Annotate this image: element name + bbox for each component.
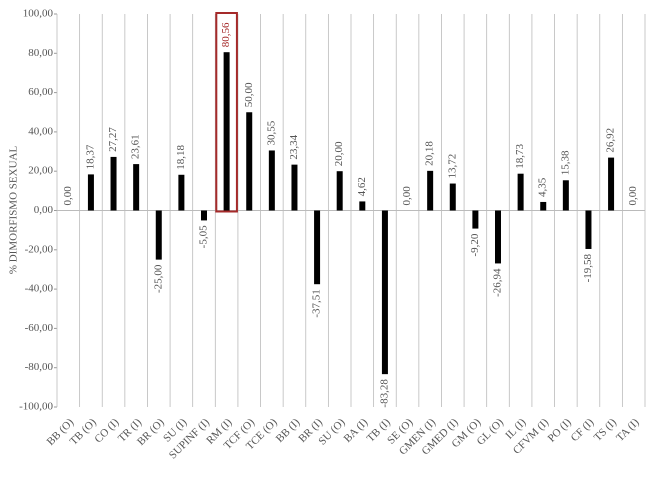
bar bbox=[562, 180, 569, 211]
value-label: -19,58 bbox=[582, 253, 594, 282]
y-tick-label: 80,00 bbox=[28, 47, 53, 59]
value-label: 80,56 bbox=[220, 22, 232, 47]
y-tick-label: -100,00 bbox=[19, 401, 53, 413]
value-label: 30,55 bbox=[265, 120, 277, 145]
value-label: 50,00 bbox=[243, 82, 255, 107]
y-tick-label: 100,00 bbox=[23, 8, 54, 20]
y-tick-label: -60,00 bbox=[25, 322, 54, 334]
bar bbox=[246, 112, 253, 211]
x-tick-label: CO (I) bbox=[92, 416, 121, 445]
bar bbox=[87, 174, 94, 211]
y-axis-label: % DIMORFISMO SEXUAL bbox=[8, 146, 20, 275]
bar bbox=[314, 210, 321, 285]
bar bbox=[110, 156, 117, 211]
x-tick-label: TB (O) bbox=[68, 416, 99, 447]
value-label: 4,62 bbox=[356, 177, 368, 196]
y-tick-label: 40,00 bbox=[28, 125, 53, 137]
bar bbox=[178, 174, 185, 211]
bar bbox=[608, 157, 615, 211]
value-label: 4,35 bbox=[537, 177, 549, 197]
x-tick-label: CF (I) bbox=[569, 416, 597, 444]
bar bbox=[223, 52, 230, 211]
value-label: -83,28 bbox=[378, 379, 390, 408]
bar bbox=[495, 210, 501, 264]
x-tick-label: BB (I) bbox=[274, 416, 303, 445]
y-tick-label: -80,00 bbox=[25, 361, 54, 373]
y-tick-label: -40,00 bbox=[25, 283, 54, 295]
value-label: 13,72 bbox=[446, 154, 458, 179]
x-tick-label: BA (I) bbox=[342, 416, 371, 445]
value-label: 18,73 bbox=[514, 143, 526, 168]
bar bbox=[381, 210, 388, 375]
bar bbox=[155, 210, 162, 260]
bar bbox=[472, 210, 479, 229]
value-label: 20,00 bbox=[333, 141, 345, 166]
value-label: 0,00 bbox=[627, 186, 639, 206]
bar bbox=[336, 171, 343, 211]
value-label: 23,61 bbox=[130, 134, 142, 159]
x-tick-label: TA (I) bbox=[614, 416, 642, 444]
value-label: 0,00 bbox=[401, 186, 413, 206]
bar bbox=[291, 164, 298, 211]
y-tick-label: 20,00 bbox=[28, 165, 53, 177]
value-label: -25,00 bbox=[152, 264, 164, 293]
y-tick-label: 0,00 bbox=[34, 204, 54, 216]
x-tick-label: TS (I) bbox=[592, 416, 620, 444]
bar bbox=[359, 201, 366, 211]
bar bbox=[427, 170, 434, 211]
bar bbox=[540, 201, 547, 211]
value-label: -9,20 bbox=[469, 233, 481, 256]
y-tick-label: -20,00 bbox=[25, 243, 54, 255]
bar bbox=[517, 173, 524, 211]
value-label: 15,38 bbox=[559, 150, 571, 175]
highlight-box bbox=[215, 12, 238, 213]
value-label: 27,27 bbox=[107, 127, 119, 152]
value-label: 20,18 bbox=[424, 141, 436, 166]
bar bbox=[268, 150, 275, 211]
value-label: 26,92 bbox=[605, 128, 617, 153]
value-label: -26,94 bbox=[492, 268, 504, 297]
bar bbox=[585, 210, 592, 249]
value-label: -5,05 bbox=[198, 225, 210, 248]
x-tick-label: SU (O) bbox=[316, 416, 347, 447]
bar bbox=[449, 183, 456, 211]
value-label: 18,18 bbox=[175, 145, 187, 170]
y-tick-label: 60,00 bbox=[28, 86, 53, 98]
x-tick-label: PO (I) bbox=[546, 416, 574, 444]
value-label: -37,51 bbox=[311, 289, 323, 317]
bar bbox=[133, 164, 140, 211]
value-label: 0,00 bbox=[62, 186, 74, 206]
bar bbox=[201, 210, 207, 221]
x-tick-label: GL (O) bbox=[475, 416, 507, 448]
value-label: 18,37 bbox=[84, 144, 96, 169]
value-label: 23,34 bbox=[288, 134, 300, 159]
